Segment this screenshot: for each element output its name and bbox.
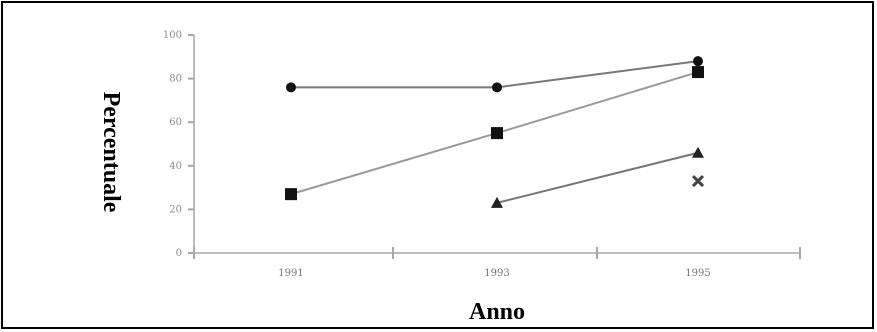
x-tick-label-1995: 1995 bbox=[685, 268, 710, 279]
x-axis-title: Anno bbox=[469, 299, 525, 325]
marker-layer bbox=[285, 56, 705, 208]
y-tick-label-40: 40 bbox=[169, 161, 182, 172]
series-3-point-1993 bbox=[491, 196, 503, 208]
series-1-point-1993 bbox=[492, 82, 502, 93]
series-1-point-1995 bbox=[693, 56, 703, 67]
series-2-point-1995 bbox=[692, 66, 704, 79]
series-4-point-1995 bbox=[691, 174, 705, 188]
y-axis-ticks: 0 20 40 60 80 100 bbox=[163, 30, 194, 259]
y-tick-label-0: 0 bbox=[176, 248, 182, 259]
series-1-point-1991 bbox=[286, 82, 296, 93]
series-3-line bbox=[496, 151, 699, 204]
series-2-point-1991 bbox=[285, 188, 297, 201]
y-tick-label-60: 60 bbox=[169, 117, 182, 128]
x-tick-label-1991: 1991 bbox=[278, 268, 303, 279]
series-3-point-1995 bbox=[692, 146, 704, 158]
x-axis-ticks: 1991 1993 1995 bbox=[193, 247, 801, 279]
y-axis-title: Percentuale bbox=[98, 92, 124, 213]
y-tick-label-80: 80 bbox=[169, 74, 182, 85]
y-tick-label-100: 100 bbox=[163, 30, 182, 41]
x-tick-label-1993: 1993 bbox=[484, 268, 509, 279]
y-tick-label-20: 20 bbox=[169, 204, 182, 215]
series-2-point-1993 bbox=[491, 127, 503, 140]
